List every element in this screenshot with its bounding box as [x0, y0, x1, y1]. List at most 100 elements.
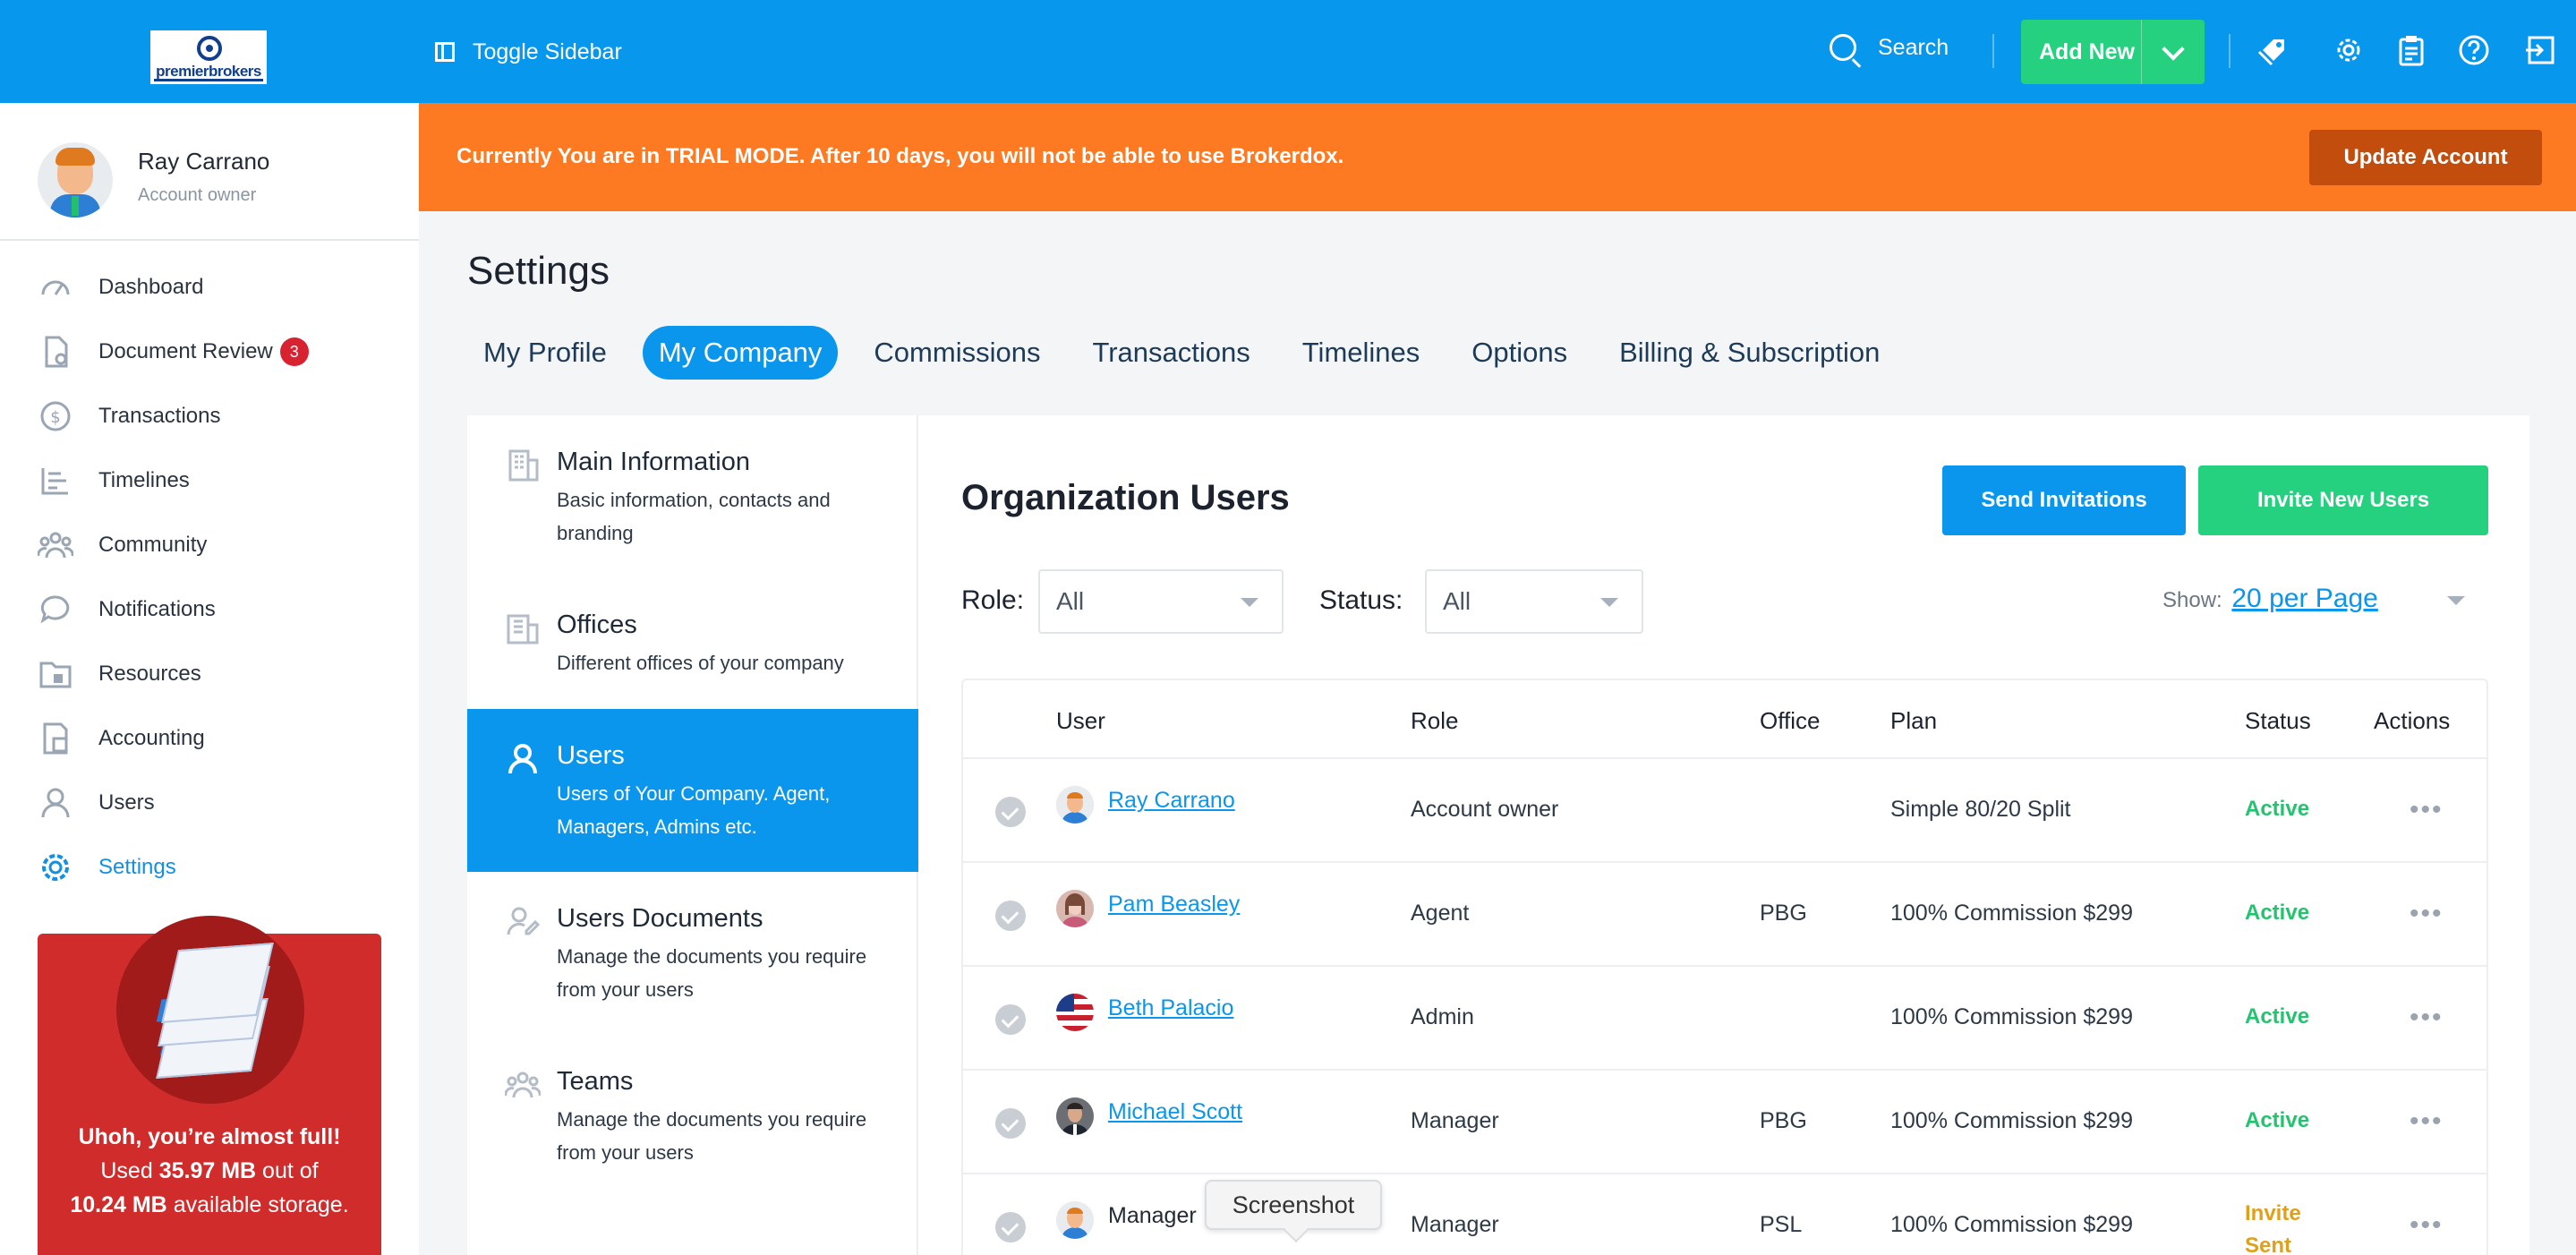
user-role: Manager [1411, 1108, 1499, 1133]
search-label: Search [1878, 34, 1949, 60]
clipboard-icon[interactable] [2395, 34, 2427, 66]
subnav-offices[interactable]: Offices Different offices of your compan… [467, 578, 918, 741]
tab-timelines[interactable]: Timelines [1301, 337, 1420, 368]
caret-down-icon[interactable] [2447, 596, 2465, 605]
accounting-icon [38, 721, 73, 756]
more-actions-icon[interactable]: ••• [2410, 899, 2444, 928]
users-table: User Role Office Plan Status Actions Ray… [961, 679, 2488, 1255]
role-filter-value: All [1056, 587, 1085, 615]
user-name-link[interactable]: Pam Beasley [1108, 892, 1241, 917]
tab-options[interactable]: Options [1471, 337, 1568, 368]
timeline-icon [38, 463, 73, 499]
community-icon [38, 527, 73, 563]
status-filter-value: All [1443, 587, 1471, 615]
sidebar-item-label: Accounting [98, 726, 205, 750]
document-review-icon [38, 334, 73, 370]
toggle-sidebar-button[interactable]: Toggle Sidebar [435, 38, 622, 66]
sidebar-item-community[interactable]: Community [0, 513, 419, 577]
subnav-main-information[interactable]: Main Information Basic information, cont… [467, 415, 918, 578]
role-filter-select[interactable]: All [1038, 569, 1284, 634]
add-new-button[interactable]: Add New [2021, 20, 2205, 84]
search-button[interactable]: Search [1830, 34, 1949, 61]
row-checkbox[interactable] [995, 1108, 1026, 1139]
user-name-link[interactable]: Beth Palacio [1108, 995, 1234, 1020]
storage-used-prefix: Used [100, 1158, 153, 1183]
user-name-link[interactable]: Ray Carrano [1108, 788, 1235, 813]
building-icon [505, 448, 541, 483]
send-invitations-button[interactable]: Send Invitations [1942, 465, 2186, 535]
status-badge: Active [2245, 797, 2310, 821]
page-size-select[interactable]: 20 per Page [2231, 584, 2378, 613]
sidebar-item-label: Settings [98, 855, 176, 879]
gear-icon[interactable] [2333, 34, 2365, 66]
page-title: Settings [467, 249, 610, 293]
user-document-icon [505, 904, 541, 940]
tab-billing-subscription[interactable]: Billing & Subscription [1619, 337, 1881, 368]
sidebar-item-transactions[interactable]: $ Transactions [0, 384, 419, 448]
user-office: PBG [1760, 901, 1807, 926]
subnav-teams[interactable]: Teams Manage the documents you require f… [467, 1035, 918, 1198]
sidebar-toggle-icon [435, 42, 455, 62]
folder-icon [38, 656, 73, 692]
status-badge: Active [2245, 1004, 2310, 1029]
avatar [1056, 1097, 1094, 1135]
row-checkbox[interactable] [995, 797, 1026, 827]
subnav-desc: Users of Your Company. Agent, Managers, … [557, 782, 831, 838]
logout-icon[interactable] [2524, 34, 2556, 66]
sidebar-item-settings[interactable]: Settings [0, 835, 419, 900]
more-actions-icon[interactable]: ••• [2410, 1003, 2444, 1032]
user-icon [38, 785, 73, 821]
user-name-link[interactable]: Michael Scott [1108, 1099, 1243, 1124]
more-actions-icon[interactable]: ••• [2410, 795, 2444, 824]
add-new-label: Add New [2039, 38, 2135, 64]
subnav-title: Users Documents [557, 904, 763, 933]
column-header-role[interactable]: Role [1411, 707, 1459, 734]
sidebar-item-resources[interactable]: Resources [0, 642, 419, 706]
tag-icon[interactable] [2257, 34, 2290, 66]
help-icon[interactable] [2458, 34, 2490, 66]
row-checkbox[interactable] [995, 901, 1026, 931]
chevron-down-icon[interactable] [2162, 38, 2185, 61]
row-checkbox[interactable] [995, 1004, 1026, 1035]
sidebar-item-dashboard[interactable]: Dashboard [0, 255, 419, 320]
more-actions-icon[interactable]: ••• [2410, 1106, 2444, 1136]
invite-new-users-button[interactable]: Invite New Users [2198, 465, 2488, 535]
sidebar-item-label: Dashboard [98, 275, 204, 299]
sidebar-item-accounting[interactable]: Accounting [0, 706, 419, 771]
storage-used-mid: out of [262, 1158, 319, 1183]
company-logo[interactable]: premierbrokers [150, 30, 267, 84]
table-row: Pam Beasley Agent PBG 100% Commission $2… [963, 861, 2486, 965]
tab-my-profile[interactable]: My Profile [483, 337, 607, 368]
column-header-status[interactable]: Status [2245, 707, 2311, 734]
subnav-users-documents[interactable]: Users Documents Manage the documents you… [467, 872, 918, 1035]
company-subnav: Main Information Basic information, cont… [467, 415, 918, 1255]
update-account-button[interactable]: Update Account [2309, 130, 2542, 185]
storage-available-value: 10.24 MB [70, 1192, 167, 1217]
tab-commissions[interactable]: Commissions [874, 337, 1041, 368]
more-actions-icon[interactable]: ••• [2410, 1210, 2444, 1240]
sidebar-item-document-review[interactable]: Document Review 3 [0, 320, 419, 384]
avatar [1056, 994, 1094, 1031]
subnav-title: Users [557, 741, 625, 770]
column-header-user[interactable]: User [1056, 707, 1105, 734]
status-filter-select[interactable]: All [1425, 569, 1643, 634]
status-badge: Invite Sent [2245, 1201, 2301, 1255]
screenshot-tooltip: Screenshot [1205, 1180, 1382, 1230]
row-checkbox[interactable] [995, 1212, 1026, 1242]
subnav-desc: Different offices of your company [557, 652, 844, 674]
table-row: Michael Scott Manager PBG 100% Commissio… [963, 1069, 2486, 1173]
gauge-icon [38, 269, 73, 305]
column-header-plan[interactable]: Plan [1890, 707, 1938, 734]
storage-headline: Uhoh, you’re almost full! [78, 1124, 341, 1149]
logo-text: premierbrokers [156, 63, 261, 80]
sidebar-item-notifications[interactable]: Notifications [0, 577, 419, 642]
column-header-office[interactable]: Office [1760, 707, 1821, 734]
gear-icon [38, 849, 73, 885]
sidebar-item-users[interactable]: Users [0, 771, 419, 835]
subnav-users[interactable]: Users Users of Your Company. Agent, Mana… [467, 709, 918, 872]
tab-my-company[interactable]: My Company [642, 326, 839, 380]
profile-card[interactable]: Ray Carrano Account owner [0, 103, 419, 241]
tab-transactions[interactable]: Transactions [1092, 337, 1250, 368]
sidebar-item-timelines[interactable]: Timelines [0, 448, 419, 513]
organization-users-section: Organization Users Send Invitations Invi… [918, 415, 2529, 1255]
